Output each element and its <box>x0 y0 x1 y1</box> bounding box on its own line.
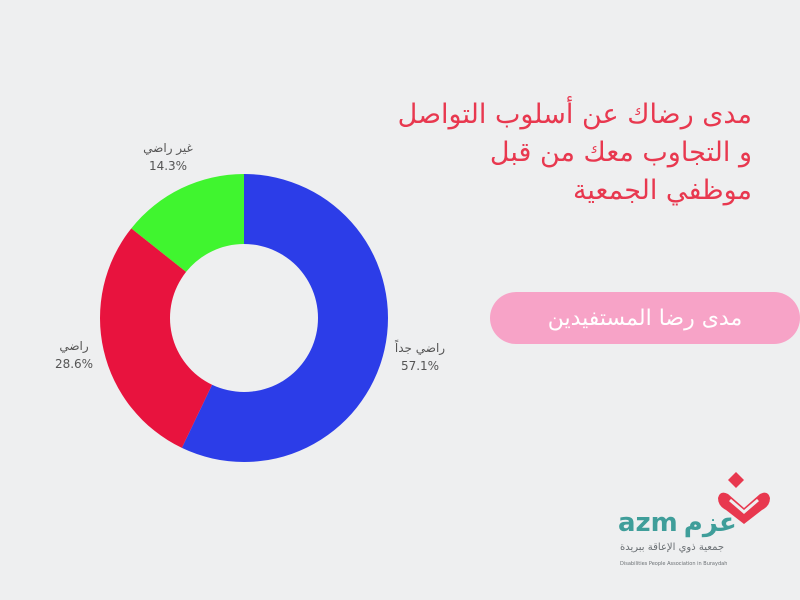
pill-label: مدى رضا المستفيدين <box>547 305 743 331</box>
donut-slice-3 <box>131 174 244 272</box>
slice-value-1: 57.1% <box>401 359 439 373</box>
logo-arabic-name: عزم <box>683 508 737 538</box>
title-line-2: و التجاوب معك من قبل <box>489 137 752 168</box>
logo-arabic-subtitle: جمعية ذوي الإعاقة ببريدة <box>620 542 725 553</box>
slice-label-2: راضي <box>59 339 89 354</box>
logo-latin-name: azm <box>618 508 678 538</box>
logo-wordmark: azm عزم <box>618 508 737 538</box>
donut-slice-1 <box>181 174 389 462</box>
slice-label-3: غير راضي <box>143 141 193 156</box>
title-line-3: موظفي الجمعية <box>572 175 752 206</box>
slice-label-1: راضي جداً <box>395 339 446 356</box>
slice-value-3: 14.3% <box>149 159 187 173</box>
title-line-1: مدى رضاك عن أسلوب التواصل <box>397 99 752 130</box>
donut-slice-2 <box>100 228 213 448</box>
logo-heart-icon <box>718 472 770 524</box>
slice-value-2: 28.6% <box>55 357 93 371</box>
beneficiary-satisfaction-pill: مدى رضا المستفيدين <box>490 292 800 344</box>
logo-english-subtitle: Disabilities People Association in Buray… <box>620 561 728 567</box>
donut-chart: راضي جداً 57.1% راضي 28.6% غير راضي 14.3% <box>55 141 446 462</box>
chart-title: مدى رضاك عن أسلوب التواصل و التجاوب معك … <box>332 96 752 210</box>
azm-logo: azm عزم جمعية ذوي الإعاقة ببريدة Disabili… <box>610 468 780 578</box>
